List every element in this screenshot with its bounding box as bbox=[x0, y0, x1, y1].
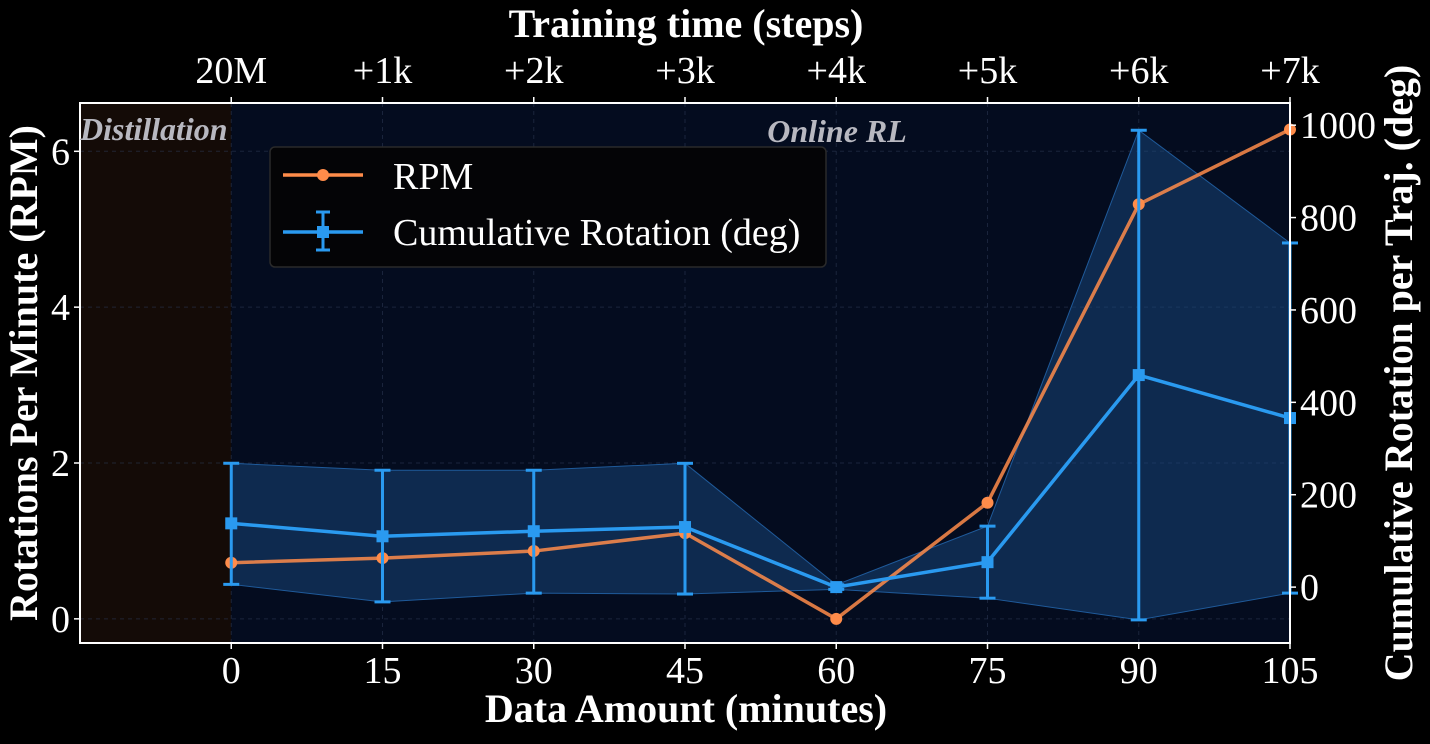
region-label-distillation: Distillation bbox=[79, 111, 228, 147]
top-tick-label: +3k bbox=[655, 50, 714, 92]
top-tick-label: +2k bbox=[504, 50, 563, 92]
y-right-tick-label: 1000 bbox=[1300, 105, 1376, 147]
y-right-tick-label: 0 bbox=[1300, 567, 1319, 609]
y-axis-right-label: Cumulative Rotation per Traj. (deg) bbox=[1376, 65, 1421, 682]
rotation-point bbox=[679, 521, 691, 534]
legend: RPM Cumulative Rotation (deg) bbox=[269, 146, 827, 268]
legend-box bbox=[269, 146, 827, 268]
top-tick-label: +1k bbox=[353, 50, 412, 92]
rotation-point bbox=[830, 581, 843, 594]
legend-rotation-label: Cumulative Rotation (deg) bbox=[393, 212, 800, 254]
top-tick-label: +5k bbox=[958, 50, 1017, 92]
y-left-tick-label: 4 bbox=[51, 287, 70, 329]
y-right-tick-label: 200 bbox=[1300, 475, 1357, 517]
top-tick-label: 20M bbox=[195, 50, 267, 92]
y-left-tick-label: 0 bbox=[51, 599, 70, 641]
rotation-point bbox=[376, 530, 389, 543]
x-tick-label: 45 bbox=[666, 650, 704, 692]
x-axis-label: Data Amount (minutes) bbox=[485, 686, 887, 731]
x-tick-label: 105 bbox=[1262, 650, 1319, 692]
region-0 bbox=[80, 103, 232, 643]
rpm-point bbox=[830, 612, 843, 625]
legend-rpm-label: RPM bbox=[393, 156, 473, 198]
series-layer bbox=[223, 123, 1298, 625]
y-right-tick-label: 600 bbox=[1300, 290, 1357, 332]
y-right-tick-label: 800 bbox=[1300, 198, 1357, 240]
x-tick-label: 90 bbox=[1120, 650, 1158, 692]
legend-rpm-marker bbox=[317, 169, 329, 181]
y-axis-left-label: Rotations Per Minute (RPM) bbox=[1, 125, 46, 621]
top-tick-label: +4k bbox=[807, 50, 866, 92]
region-label-online-rl: Online RL bbox=[767, 113, 907, 149]
x-tick-label: 60 bbox=[817, 650, 855, 692]
ticks: 020M15+1k30+2k45+3k60+4k75+5k90+6k105+7k… bbox=[51, 50, 1376, 692]
rotation-point bbox=[981, 556, 994, 569]
y-right-tick-label: 400 bbox=[1300, 382, 1357, 424]
x-tick-label: 0 bbox=[222, 650, 241, 692]
top-x-axis-label: Training time (steps) bbox=[509, 1, 864, 46]
rotation-line bbox=[231, 373, 1291, 589]
rpm-point bbox=[981, 496, 994, 509]
top-tick-label: +6k bbox=[1109, 50, 1168, 92]
x-tick-label: 75 bbox=[969, 650, 1007, 692]
top-tick-label: +7k bbox=[1260, 50, 1319, 92]
y-left-tick-label: 6 bbox=[51, 131, 70, 173]
x-tick-label: 30 bbox=[515, 650, 553, 692]
y-left-tick-label: 2 bbox=[51, 443, 70, 485]
rotation-point bbox=[225, 517, 238, 530]
x-tick-label: 15 bbox=[364, 650, 402, 692]
rotation-point bbox=[527, 525, 540, 538]
legend-rotation-marker bbox=[317, 226, 329, 238]
rpm-line bbox=[231, 127, 1291, 621]
rotation-point bbox=[1132, 369, 1145, 382]
